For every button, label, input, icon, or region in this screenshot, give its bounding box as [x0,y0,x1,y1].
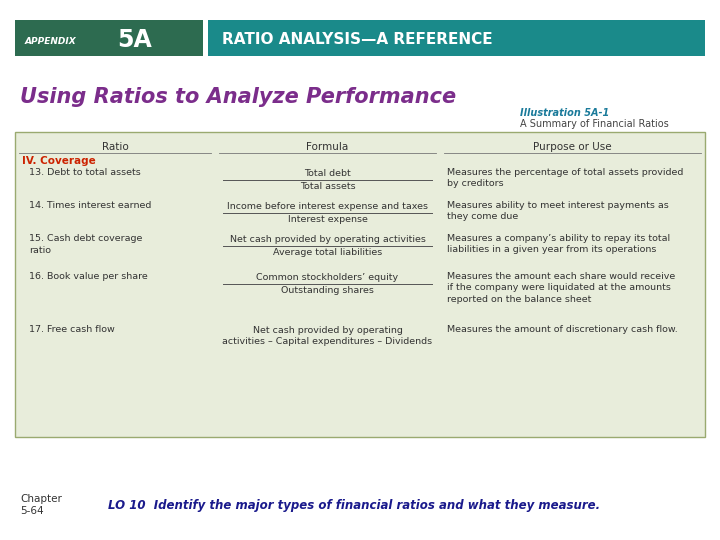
Text: LO 10  Identify the major types of financial ratios and what they measure.: LO 10 Identify the major types of financ… [108,498,600,511]
Text: Using Ratios to Analyze Performance: Using Ratios to Analyze Performance [20,87,456,107]
Text: Net cash provided by operating activities: Net cash provided by operating activitie… [230,235,426,244]
Text: 16. Book value per share: 16. Book value per share [29,272,148,281]
Text: A Summary of Financial Ratios: A Summary of Financial Ratios [520,119,669,129]
Text: Measures ability to meet interest payments as
they come due: Measures ability to meet interest paymen… [447,201,669,221]
Text: Measures the amount of discretionary cash flow.: Measures the amount of discretionary cas… [447,325,678,334]
Text: 17. Free cash flow: 17. Free cash flow [29,325,114,334]
Text: Purpose or Use: Purpose or Use [534,142,612,152]
Text: 5A: 5A [117,28,152,52]
Text: Common stockholders’ equity: Common stockholders’ equity [256,273,399,282]
Bar [15,20,203,56]
Text: Interest expense: Interest expense [287,215,367,224]
Text: Total assets: Total assets [300,182,355,191]
Text: RATIO ANALYSIS—A REFERENCE: RATIO ANALYSIS—A REFERENCE [222,32,492,48]
Text: Ratio: Ratio [102,142,128,152]
Text: Net cash provided by operating
activities – Capital expenditures – Dividends: Net cash provided by operating activitie… [222,326,433,346]
Text: Chapter: Chapter [20,494,62,504]
Text: 13. Debt to total assets: 13. Debt to total assets [29,168,140,177]
Text: Illustration 5A-1: Illustration 5A-1 [520,108,609,118]
Text: Formula: Formula [307,142,348,152]
Text: 5-64: 5-64 [20,506,44,516]
Text: 15. Cash debt coverage
ratio: 15. Cash debt coverage ratio [29,234,143,255]
Bar [208,20,705,56]
Text: APPENDIX: APPENDIX [25,37,77,45]
Text: IV. Coverage: IV. Coverage [22,156,96,166]
Text: Average total liabilities: Average total liabilities [273,248,382,257]
Text: 14. Times interest earned: 14. Times interest earned [29,201,151,210]
Text: Total debt: Total debt [304,169,351,178]
Text: Measures a company’s ability to repay its total
liabilities in a given year from: Measures a company’s ability to repay it… [447,234,670,254]
Text: Measures the percentage of total assets provided
by creditors: Measures the percentage of total assets … [447,168,683,188]
Text: Measures the amount each share would receive
if the company were liquidated at t: Measures the amount each share would rec… [447,272,675,304]
Text: Outstanding shares: Outstanding shares [281,286,374,295]
Bar [15,132,705,437]
Text: Income before interest expense and taxes: Income before interest expense and taxes [227,202,428,211]
